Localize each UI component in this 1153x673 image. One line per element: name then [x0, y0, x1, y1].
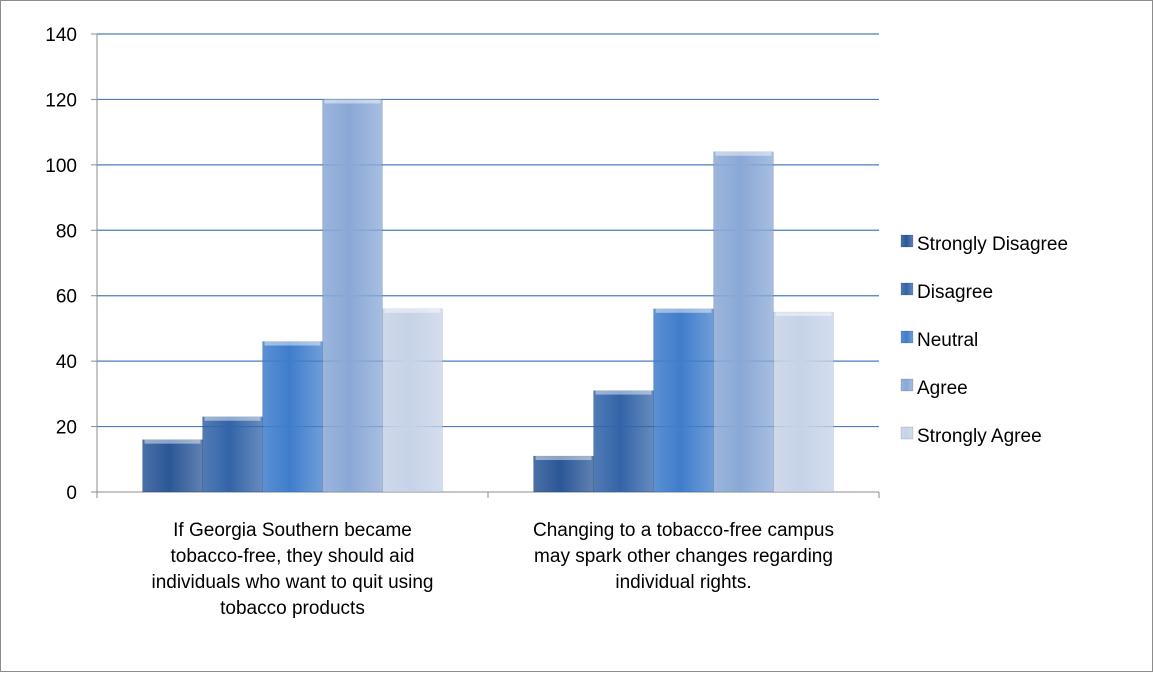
bar-highlight	[384, 308, 441, 313]
y-tick-label: 20	[56, 418, 77, 439]
legend-label: Strongly Disagree	[917, 234, 1068, 255]
bar-neutral	[653, 308, 714, 493]
y-tick-label: 100	[45, 156, 77, 177]
bar-strongly-disagree	[142, 439, 203, 493]
bar-highlight	[204, 416, 261, 421]
bar-highlight	[144, 439, 201, 444]
legend-swatch	[900, 330, 914, 344]
y-tick-label: 40	[56, 352, 77, 373]
legend-label: Agree	[917, 378, 968, 399]
bar-highlight	[324, 99, 381, 104]
x-category-label: If Georgia Southern became tobacco-free, …	[151, 520, 433, 619]
bar-strongly-agree	[773, 311, 834, 493]
bar-highlight	[595, 390, 652, 395]
legend-swatch	[900, 426, 914, 440]
bar-highlight	[775, 312, 832, 317]
bar-highlight	[535, 456, 592, 461]
x-axis-categories: If Georgia Southern became tobacco-free, …	[151, 520, 834, 619]
y-tick-label: 80	[56, 221, 77, 242]
y-tick-label: 0	[66, 483, 77, 504]
legend-swatch	[900, 378, 914, 392]
gridlines	[97, 33, 879, 428]
legend: Strongly Disagree Disagree Neutral Agree Str…	[900, 234, 1068, 447]
legend-label: Neutral	[917, 330, 978, 351]
bar-highlight	[655, 308, 712, 313]
bar-highlight	[264, 341, 321, 346]
legend-label: Strongly Agree	[917, 426, 1042, 447]
bar-highlight	[715, 151, 772, 156]
y-tick-label: 120	[45, 90, 77, 111]
bar-agree	[322, 99, 383, 493]
bar-disagree	[593, 390, 654, 493]
x-category-label: Changing to a tobacco-free campus may spa…	[533, 520, 834, 593]
bar-strongly-disagree	[533, 455, 594, 493]
y-tick-label: 140	[45, 25, 77, 46]
legend-swatch	[900, 282, 914, 296]
bar-agree	[713, 151, 774, 493]
bar-strongly-agree	[382, 308, 443, 493]
bars	[142, 99, 834, 493]
legend-label: Disagree	[917, 282, 993, 303]
y-tick-label: 60	[56, 287, 77, 308]
bar-neutral	[262, 341, 323, 493]
legend-swatch	[900, 234, 914, 248]
bar-disagree	[202, 416, 263, 493]
y-axis-ticks: 0 20 40 60 80 100 120 140	[45, 25, 77, 504]
